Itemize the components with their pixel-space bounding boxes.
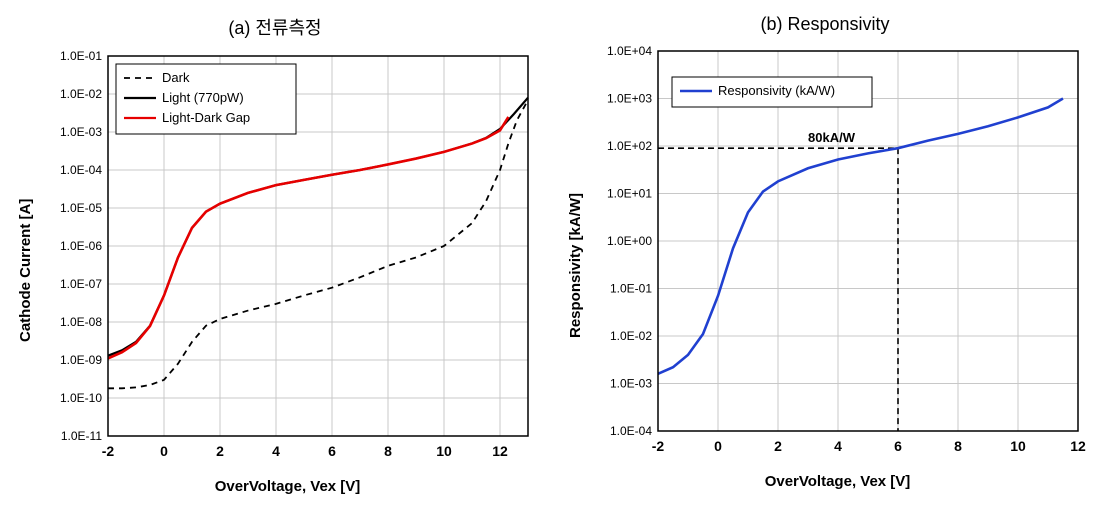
svg-text:1.0E-10: 1.0E-10 [59,391,101,405]
panel-b-title: (b) Responsivity [760,0,889,41]
svg-text:10: 10 [436,443,452,459]
panel-b: (b) Responsivity Responsivity [kA/W] 1.0… [550,0,1100,527]
figure-wrap: (a) 전류측정 Cathode Current [A] 1.0E-111.0E… [0,0,1100,527]
svg-text:1.0E-08: 1.0E-08 [59,315,101,329]
svg-text:8: 8 [954,438,962,454]
svg-text:-2: -2 [101,443,114,459]
svg-text:6: 6 [894,438,902,454]
svg-text:12: 12 [492,443,508,459]
panel-a-plot-outer: Cathode Current [A] 1.0E-11 1.0E-10 1.0E-0… [13,46,538,495]
svg-text:2: 2 [216,443,224,459]
svg-text:1.0E-01: 1.0E-01 [59,49,101,63]
svg-text:1.0E-11: 1.0E-11 [60,429,101,443]
svg-text:4: 4 [272,443,280,459]
svg-text:1.0E+03: 1.0E+03 [606,92,651,106]
svg-text:6: 6 [328,443,336,459]
svg-text:8: 8 [384,443,392,459]
svg-text:-2: -2 [651,438,664,454]
svg-text:Light (770pW): Light (770pW) [162,90,244,105]
panel-a: (a) 전류측정 Cathode Current [A] 1.0E-111.0E… [0,0,550,527]
panel-b-svg: 1.0E-04 1.0E-03 1.0E-02 1.0E-01 1.0E+00 1.0E+… [588,41,1088,467]
svg-text:1.0E-03: 1.0E-03 [59,125,101,139]
panel-b-ylabel: Responsivity [kA/W] [563,41,588,490]
svg-text:1.0E-04: 1.0E-04 [609,424,651,438]
svg-text:Responsivity (kA/W): Responsivity (kA/W) [718,83,835,98]
svg-text:1.0E-02: 1.0E-02 [609,329,651,343]
svg-text:1.0E-03: 1.0E-03 [609,377,651,391]
svg-text:1.0E-02: 1.0E-02 [59,87,101,101]
svg-text:1.0E-09: 1.0E-09 [59,353,101,367]
svg-text:1.0E-04: 1.0E-04 [59,163,101,177]
svg-text:80kA/W: 80kA/W [808,130,856,145]
svg-text:1.0E-05: 1.0E-05 [59,201,101,215]
panel-b-xlabel: OverVoltage, Vex [V] [765,467,911,490]
svg-text:1.0E+04: 1.0E+04 [606,44,651,58]
svg-text:Light-Dark Gap: Light-Dark Gap [162,110,250,125]
svg-text:1.0E-01: 1.0E-01 [609,282,651,296]
svg-text:1.0E+01: 1.0E+01 [606,187,651,201]
svg-text:1.0E-06: 1.0E-06 [59,239,101,253]
svg-text:4: 4 [834,438,842,454]
svg-text:0: 0 [160,443,168,459]
panel-b-plot-outer: Responsivity [kA/W] 1.0E-041.0E-031.0E-0… [563,41,1088,490]
svg-text:12: 12 [1070,438,1086,454]
panel-a-xlabel: OverVoltage, Vex [V] [215,472,361,495]
svg-text:Dark: Dark [162,70,190,85]
panel-a-ylabel: Cathode Current [A] [13,46,38,495]
svg-text:2: 2 [774,438,782,454]
svg-text:1.0E+00: 1.0E+00 [606,234,651,248]
panel-a-title: (a) 전류측정 [228,0,321,46]
svg-text:1.0E+02: 1.0E+02 [606,139,651,153]
svg-text:1.0E-07: 1.0E-07 [59,277,101,291]
svg-text:10: 10 [1010,438,1026,454]
svg-text:0: 0 [714,438,722,454]
panel-a-svg: 1.0E-11 1.0E-10 1.0E-09 1.0E-08 1.0E-07 1.0E-… [38,46,538,472]
